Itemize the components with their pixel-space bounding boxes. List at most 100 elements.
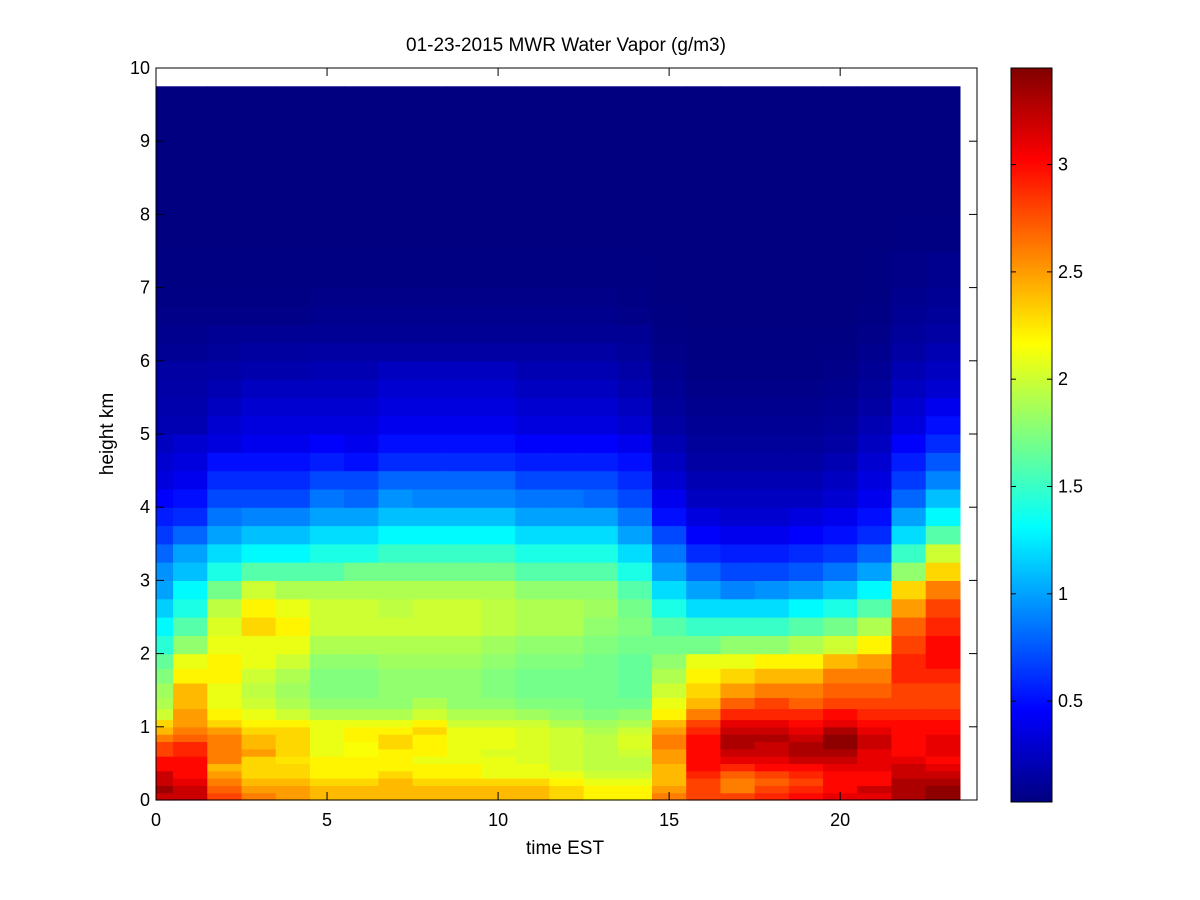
heatmap-cell: [378, 734, 414, 743]
y-axis: 0 1 2 3 4 5 6 7 8 9 10: [130, 58, 977, 810]
heatmap-cell: [857, 653, 893, 669]
heatmap-cell: [857, 635, 893, 655]
heatmap-cell: [788, 251, 824, 289]
heatmap-cell: [275, 617, 311, 636]
heatmap-cell: [549, 305, 585, 325]
x-tick-label: 20: [830, 810, 850, 830]
heatmap-cell: [156, 488, 174, 508]
heatmap-cell: [480, 763, 516, 772]
heatmap-cell: [275, 525, 311, 545]
heatmap-cell: [207, 342, 243, 362]
heatmap-cell: [412, 342, 448, 362]
heatmap-cell: [686, 324, 722, 344]
heatmap-cell: [156, 360, 174, 380]
heatmap-cell: [241, 668, 277, 684]
heatmap-cell: [156, 543, 174, 563]
heatmap-cell: [241, 763, 277, 772]
heatmap-cell: [857, 488, 893, 508]
heatmap-cell: [754, 488, 790, 508]
heatmap-cell: [652, 598, 687, 618]
heatmap-cell: [515, 617, 550, 636]
heatmap-cell: [515, 763, 550, 772]
heatmap-cell: [891, 488, 927, 508]
heatmap-cell: [754, 434, 790, 453]
heatmap-cell: [515, 748, 550, 757]
heatmap-cell: [823, 741, 858, 750]
heatmap-cell: [891, 719, 927, 728]
heatmap-cell: [754, 617, 790, 636]
heatmap-cell: [686, 251, 722, 289]
heatmap-cell: [720, 653, 756, 669]
heatmap-cell: [925, 653, 961, 669]
heatmap-cell: [275, 741, 311, 750]
heatmap-cell: [207, 763, 243, 772]
heatmap-cell: [652, 734, 687, 743]
heatmap-cell: [515, 635, 550, 655]
heatmap-cell: [788, 792, 824, 801]
heatmap-cell: [788, 415, 824, 435]
heatmap-cell: [583, 708, 619, 721]
heatmap-cell: [823, 470, 858, 490]
heatmap-cell: [275, 305, 311, 325]
y-tick-label: 9: [140, 131, 150, 151]
heatmap-cell: [378, 653, 414, 669]
heatmap-cell: [173, 305, 208, 325]
heatmap-cell: [891, 177, 927, 215]
heatmap-cell: [617, 792, 653, 801]
heatmap-cell: [241, 525, 277, 545]
heatmap-cell: [823, 562, 858, 581]
heatmap-cell: [754, 287, 790, 307]
heatmap-cell: [686, 770, 722, 779]
heatmap-cell: [788, 726, 824, 735]
heatmap-cell: [480, 668, 516, 684]
heatmap-cell: [309, 719, 345, 728]
heatmap-cell: [857, 324, 893, 344]
heatmap-cell: [275, 177, 311, 215]
heatmap-cell: [446, 770, 482, 779]
heatmap-cell: [344, 598, 379, 618]
heatmap-cell: [480, 360, 516, 380]
heatmap-cell: [241, 726, 277, 735]
heatmap-cell: [241, 598, 277, 618]
heatmap-cell: [207, 778, 243, 786]
heatmap-cell: [480, 785, 516, 794]
heatmap-cell: [344, 562, 379, 581]
heatmap-cell: [515, 434, 550, 453]
heatmap-cell: [309, 470, 345, 490]
heatmap-cell: [891, 741, 927, 750]
heatmap-cell: [412, 86, 448, 142]
heatmap-cell: [309, 580, 345, 600]
heatmap-cell: [344, 543, 379, 563]
heatmap-cell: [891, 756, 927, 764]
heatmap-cell: [857, 785, 893, 794]
heatmap-cell: [891, 342, 927, 362]
heatmap-cell: [857, 452, 893, 472]
heatmap-cell: [344, 324, 379, 344]
heatmap-cell: [480, 543, 516, 563]
heatmap-cell: [788, 617, 824, 636]
heatmap-cell: [241, 635, 277, 655]
heatmap-cell: [480, 342, 516, 362]
heatmap-cell: [207, 360, 243, 380]
heatmap-cell: [378, 86, 414, 142]
heatmap-cell: [412, 141, 448, 179]
y-tick-label: 3: [140, 570, 150, 590]
heatmap-cell: [925, 287, 961, 307]
heatmap-cell: [549, 360, 585, 380]
heatmap-cell: [583, 562, 619, 581]
heatmap-cell: [925, 617, 961, 636]
heatmap-cell: [720, 734, 756, 743]
heatmap-cell: [925, 770, 961, 779]
heatmap-cell: [857, 543, 893, 563]
heatmap-cell: [446, 452, 482, 472]
heatmap-cell: [823, 635, 858, 655]
heatmap-cell: [720, 507, 756, 527]
heatmap-cell: [686, 719, 722, 728]
heatmap-cell: [480, 770, 516, 779]
heatmap-cell: [652, 653, 687, 669]
heatmap-cell: [583, 635, 619, 655]
heatmap-cell: [652, 305, 687, 325]
heatmap-cell: [515, 719, 550, 728]
heatmap-cell: [412, 177, 448, 215]
heatmap-cell: [754, 177, 790, 215]
